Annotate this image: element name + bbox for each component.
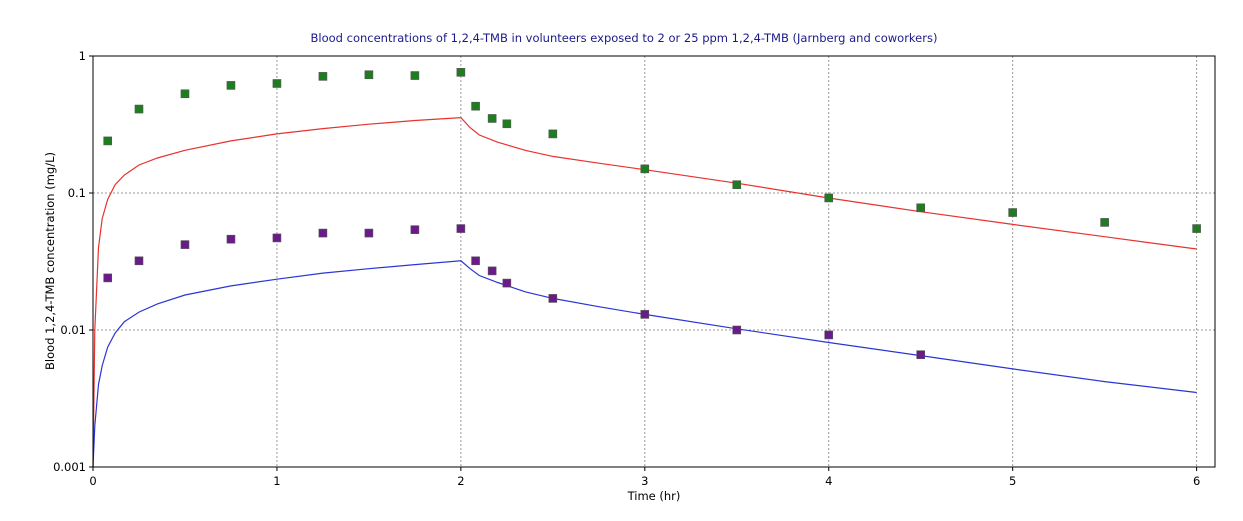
- data-point-series-3: [364, 70, 374, 80]
- data-point-series-3: [502, 119, 512, 129]
- data-point-series-3: [456, 68, 466, 77]
- data-point-series-3: [410, 71, 420, 80]
- data-point-series-4: [471, 256, 480, 266]
- data-point-series-3: [916, 203, 926, 213]
- y-tick-label: 0.001: [53, 460, 86, 474]
- series-line-1: [92, 116, 1197, 468]
- data-point-series-3: [226, 81, 236, 90]
- x-tick-label: 0: [89, 474, 96, 488]
- series-line-2: [92, 260, 1197, 468]
- data-point-series-3: [134, 104, 144, 114]
- data-point-series-4: [364, 228, 374, 238]
- data-point-series-4: [410, 225, 420, 234]
- data-point-series-4: [180, 240, 190, 249]
- data-point-series-4: [640, 310, 650, 319]
- data-point-series-3: [180, 89, 190, 99]
- data-point-series-4: [103, 273, 113, 283]
- data-point-series-4: [916, 350, 926, 360]
- data-point-series-4: [318, 228, 328, 238]
- tick-layer: 0 1 2 3 4 5 6 0.001 0.01 0.1 1: [53, 49, 1200, 488]
- data-point-series-3: [1192, 224, 1201, 233]
- y-axis-label: Blood 1,2,4-TMB concentration (mg/L): [43, 152, 57, 370]
- data-point-series-4: [487, 266, 497, 276]
- data-point-series-4: [226, 234, 236, 244]
- data-point-series-3: [487, 114, 497, 123]
- data-point-series-3: [103, 136, 113, 146]
- y-tick-label: 0.01: [60, 323, 86, 337]
- data-point-series-4: [502, 278, 512, 288]
- x-tick-label: 1: [273, 474, 280, 488]
- x-tick-label: 5: [1009, 474, 1016, 488]
- x-tick-label: 2: [457, 474, 464, 488]
- series-layer: [92, 68, 1201, 468]
- data-point-series-4: [732, 325, 742, 335]
- plot-frame: [92, 55, 1216, 468]
- data-point-series-4: [456, 224, 466, 233]
- data-point-series-4: [134, 256, 144, 266]
- y-tick-label: 0.1: [68, 186, 86, 200]
- data-point-series-3: [1008, 208, 1017, 217]
- chart-title: Blood concentrations of 1,2,4-TMB in vol…: [311, 31, 938, 45]
- data-point-series-3: [318, 72, 328, 81]
- data-point-series-3: [732, 180, 742, 189]
- data-point-series-4: [824, 330, 834, 340]
- plot-area: [93, 56, 1215, 467]
- data-point-series-3: [824, 193, 834, 203]
- data-point-series-3: [272, 79, 282, 88]
- x-tick-label: 3: [641, 474, 648, 488]
- data-point-series-4: [272, 233, 282, 243]
- data-point-series-3: [548, 129, 558, 139]
- data-point-series-3: [471, 101, 480, 111]
- data-point-series-3: [640, 164, 650, 174]
- data-point-series-4: [548, 294, 558, 303]
- x-tick-label: 4: [825, 474, 832, 488]
- x-tick-label: 6: [1193, 474, 1200, 488]
- x-axis-label: Time (hr): [627, 489, 681, 503]
- y-tick-label: 1: [79, 49, 86, 63]
- data-point-series-3: [1100, 218, 1109, 227]
